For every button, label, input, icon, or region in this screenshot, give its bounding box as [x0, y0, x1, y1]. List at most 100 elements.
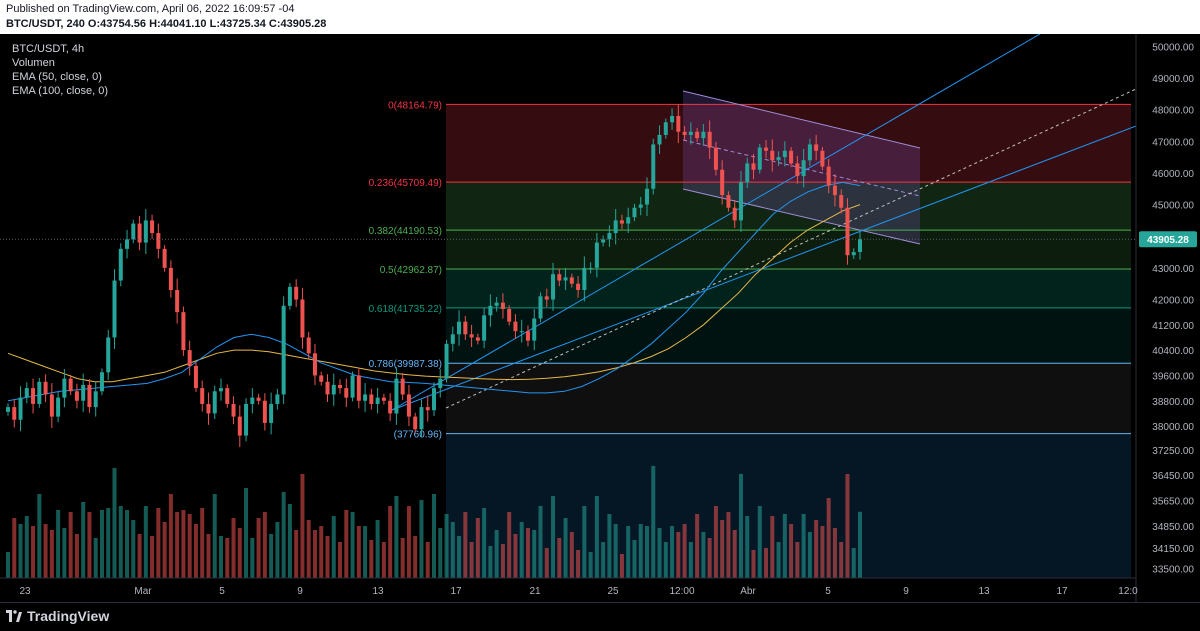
volume-bar	[406, 506, 411, 578]
candle-body	[444, 343, 449, 379]
price-tick-label: 42000.00	[1152, 296, 1194, 307]
candle-body	[56, 397, 61, 417]
volume-bar	[12, 518, 17, 578]
candle-body	[745, 163, 750, 183]
volume-bar	[601, 542, 606, 578]
volume-bar	[237, 528, 242, 578]
ohlc-line: BTC/USDT, 240 O:43754.56 H:44041.10 L:43…	[6, 18, 327, 30]
candle-body	[350, 375, 355, 398]
candle-body	[87, 384, 92, 408]
last-price-badge	[1139, 231, 1197, 248]
candle-body	[657, 134, 662, 145]
volume-bar	[143, 506, 148, 578]
candle-body	[507, 309, 512, 322]
fib-zone	[446, 363, 1131, 434]
candle-body	[701, 131, 706, 139]
candle-body	[839, 195, 844, 208]
volume-bar	[181, 510, 186, 578]
fib-zone	[446, 182, 1131, 231]
channel-mid	[682, 139, 921, 197]
volume-bar	[350, 512, 355, 578]
last-price-label: 43905.28	[1147, 235, 1189, 246]
candle-body	[782, 150, 787, 158]
volume-bar	[287, 504, 292, 578]
volume-bar	[782, 514, 787, 578]
candle-body	[106, 337, 111, 373]
chart-area[interactable]: 0(48164.79) 0.236(45709.49) 0.382(44190.53…	[0, 33, 1200, 602]
volume-bar	[469, 542, 474, 578]
volume-bar	[262, 512, 267, 578]
volume-bar	[413, 536, 418, 578]
candle-body	[219, 388, 223, 392]
volume-bar	[814, 520, 819, 578]
volume-bar	[613, 524, 618, 578]
publish-header: Published on TradingView.com, April 06, …	[0, 0, 1200, 34]
candle-body	[432, 388, 436, 411]
volume-bar	[363, 526, 368, 578]
candle-body	[37, 381, 42, 404]
price-tick-label: 40400.00	[1152, 346, 1194, 357]
candle-body	[375, 397, 380, 404]
volume-bar	[212, 494, 217, 578]
volume-bar	[231, 518, 236, 578]
price-tick-label: 36450.00	[1152, 471, 1194, 482]
volume-bar	[187, 514, 192, 578]
volume-bar	[688, 542, 693, 578]
candle-body	[74, 391, 79, 401]
tradingview-logo[interactable]: TradingView	[6, 608, 109, 624]
volume-bar	[294, 530, 299, 578]
time-tick-label: 12:0	[1118, 586, 1138, 597]
volume-bar	[425, 542, 430, 578]
volume-bar	[638, 524, 643, 578]
fib-level-label: 0.618(41735.22)	[369, 304, 442, 315]
candle-body	[225, 388, 230, 404]
candle-body	[764, 147, 769, 151]
volume-bar	[663, 542, 668, 578]
candle-body	[250, 397, 255, 404]
candle-body	[162, 248, 167, 268]
volume-bar	[37, 494, 42, 578]
candle-body	[619, 220, 624, 224]
volume-bar	[695, 514, 700, 578]
volume-bar	[494, 530, 499, 578]
volume-bar	[701, 532, 706, 578]
candle-body	[582, 267, 587, 291]
candle-body	[187, 350, 192, 366]
volume-bar	[726, 512, 731, 578]
candle-body	[237, 416, 242, 436]
volume-bar	[319, 526, 324, 578]
candle-body	[626, 217, 631, 224]
candle-body	[488, 305, 493, 316]
candle-body	[607, 233, 612, 240]
volume-bar	[344, 510, 349, 578]
volume-bar	[306, 520, 311, 578]
fib-level-label: 0(48164.79)	[388, 100, 442, 111]
price-tick-label: 43000.00	[1152, 264, 1194, 275]
candle-body	[118, 248, 123, 281]
candle-body	[6, 407, 10, 412]
volume-bar	[175, 512, 180, 578]
candle-body	[645, 188, 649, 205]
trendline-dashed	[445, 88, 1137, 409]
candle-body	[356, 375, 361, 401]
volume-bar	[281, 492, 286, 578]
fib-level-label: (37760.96)	[394, 430, 442, 441]
fib-zones	[446, 91, 1131, 578]
volume-bar	[6, 552, 10, 578]
volume-bar	[544, 548, 549, 578]
candle-body	[325, 381, 330, 395]
candle-body	[463, 321, 468, 335]
candle-body	[651, 144, 656, 189]
volume-bar	[450, 522, 455, 578]
candle-body	[438, 378, 443, 389]
price-chart[interactable]: 0(48164.79) 0.236(45709.49) 0.382(44190.53…	[0, 33, 1200, 602]
candle-body	[62, 378, 67, 398]
volume-bar	[682, 524, 687, 578]
candle-body	[43, 381, 48, 395]
candle-body	[369, 394, 374, 404]
volume-bar	[463, 512, 468, 578]
volume-bar	[607, 514, 612, 578]
volume-bar	[338, 542, 343, 578]
volume-bar	[388, 506, 393, 578]
candle-body	[494, 302, 499, 306]
